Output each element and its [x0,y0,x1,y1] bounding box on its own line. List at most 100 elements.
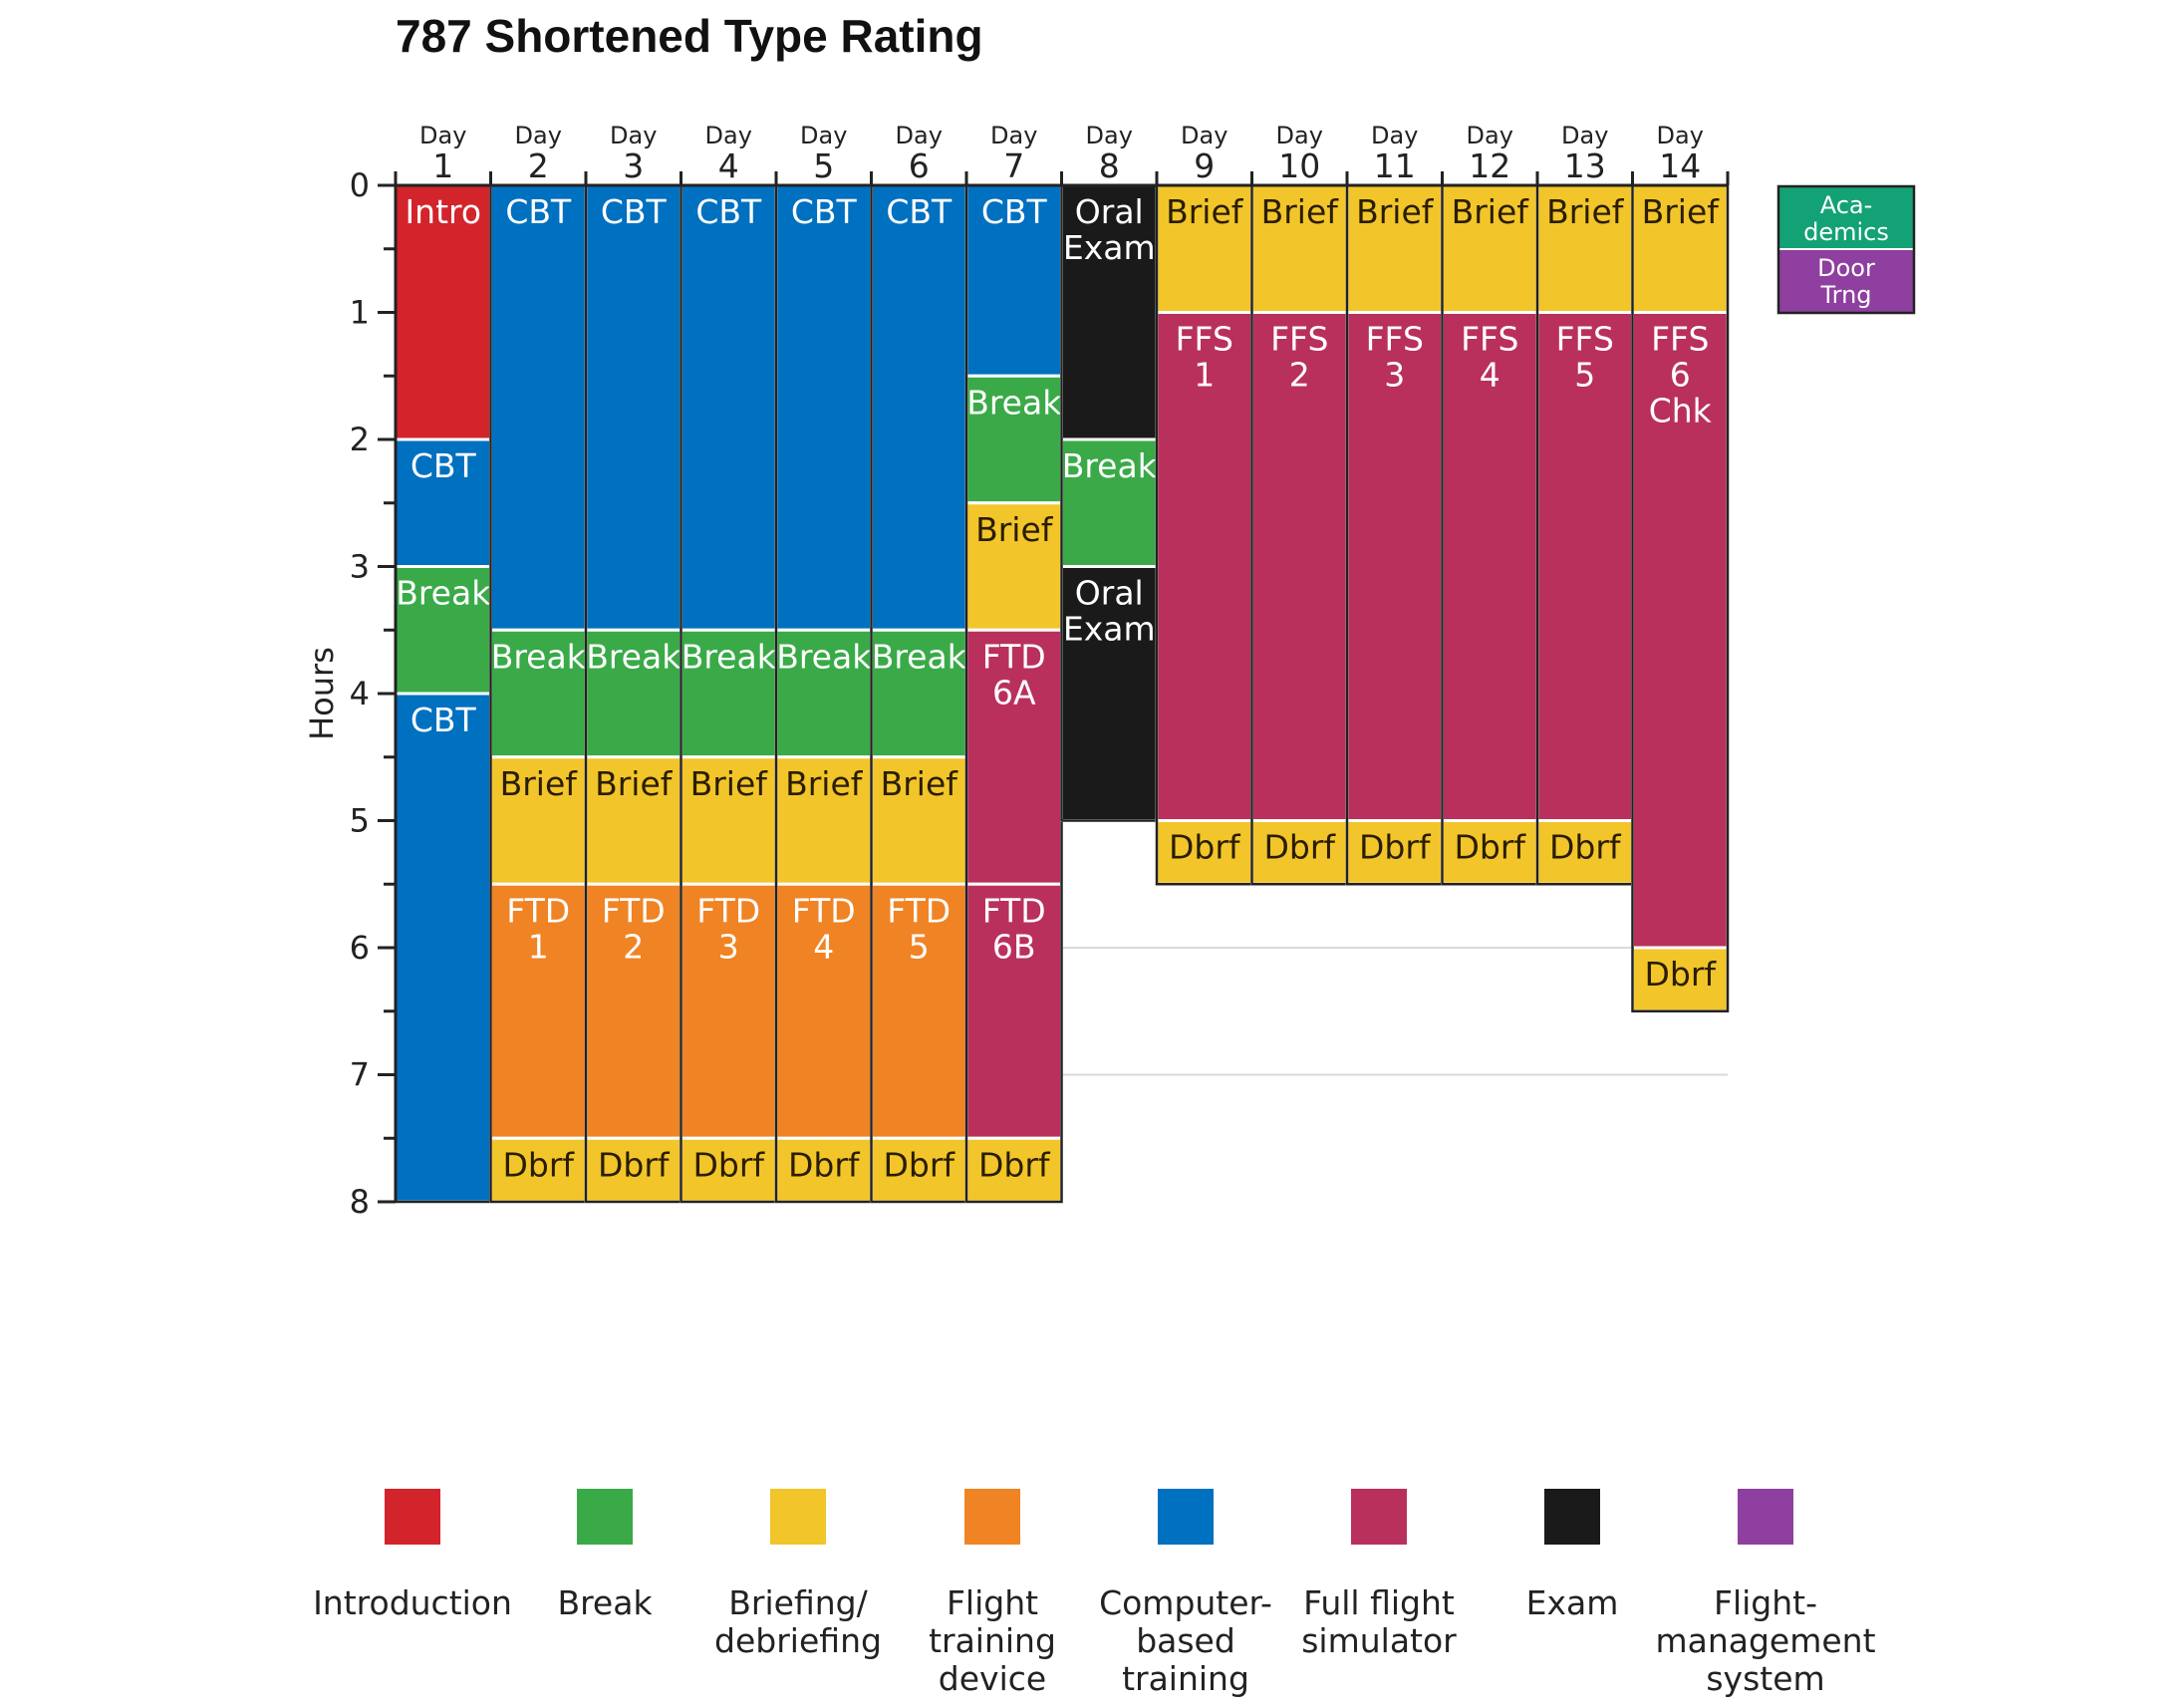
block-label: Dbrf [883,1145,955,1184]
y-tick-label: 8 [350,1183,370,1221]
block-label: FFS 2 [1270,320,1328,395]
schedule-block [1060,183,1159,441]
day-number-label: 13 [1564,146,1606,185]
day-number-label: 14 [1659,146,1701,185]
schedule-block [680,755,778,886]
schedule-block [870,183,968,632]
y-tick-label: 7 [350,1056,370,1094]
block-label: CBT [981,192,1048,231]
block-label: Brief [975,510,1054,549]
block-label: CBT [695,192,762,231]
block-label: FFS 6 Chk [1649,320,1713,430]
block-label: Dbrf [1454,828,1526,867]
day-word-label: Day [1657,122,1704,149]
legend: Introduction Break Briefing/debriefing Flig… [313,1489,1876,1698]
legend-swatch [770,1489,826,1545]
block-label: Break [1062,446,1158,485]
day-word-label: Day [1276,122,1323,149]
block-label: Dbrf [978,1145,1051,1184]
day-word-label: Day [1181,122,1227,149]
schedule-block [584,183,682,632]
block-label: CBT [791,192,858,231]
day-word-label: Day [610,122,657,149]
schedule-block [680,183,778,632]
day-word-label: Day [515,122,562,149]
day-word-label: Day [1467,122,1513,149]
block-label: Break [396,574,491,613]
block-label: Dbrf [598,1145,671,1184]
schedule-block [1155,819,1253,886]
day-word-label: Day [1561,122,1608,149]
schedule-block [964,374,1063,505]
schedule-block [1345,311,1444,822]
legend-swatch [1158,1489,1214,1545]
schedule-block [584,628,682,759]
block-label: Break [776,637,872,676]
legend-swatch [385,1489,440,1545]
y-tick-label: 0 [350,166,370,204]
y-tick-label: 4 [350,675,370,712]
block-label: Oral Exam [1063,574,1156,649]
schedule-block [394,565,492,696]
block-label: Break [872,637,967,676]
schedule-block [489,183,588,632]
schedule-block [870,628,968,759]
block-label: Dbrf [788,1145,861,1184]
block-label: Intro [405,192,481,231]
y-axis-label: Hours [303,647,341,740]
legend-swatch [1738,1489,1793,1545]
block-label: Brief [500,764,579,803]
day-number-label: 9 [1194,146,1215,185]
y-tick-label: 1 [350,294,370,332]
block-label: Dbrf [1549,828,1622,867]
block-label: Oral Exam [1063,192,1156,267]
block-label: FTD 2 [602,891,666,966]
day-word-label: Day [1086,122,1133,149]
schedule-block [964,501,1063,632]
day-number-label: 3 [623,146,644,185]
block-label: Break [681,637,777,676]
legend-swatch [1544,1489,1600,1545]
day-number-label: 5 [813,146,834,185]
schedule-block [774,755,873,886]
legend-label: Computer-based training [1099,1583,1272,1698]
legend-swatch [577,1489,633,1545]
legend-label: Full flight simulator [1301,1583,1457,1660]
side-legend-border [1776,184,1916,315]
legend-label: Flight training device [929,1583,1056,1698]
y-tick-label: 3 [350,548,370,586]
block-label: Brief [595,764,674,803]
day-number-label: 10 [1278,146,1320,185]
block-label: FTD 1 [506,891,570,966]
side-legend-box [1777,248,1915,314]
block-label: FFS 4 [1461,320,1518,395]
schedule-block [1535,183,1634,314]
schedule-block [964,1136,1063,1204]
block-label: Break [491,637,587,676]
block-label: Brief [1452,192,1530,231]
y-tick-label: 5 [350,802,370,840]
schedule-block [394,692,492,1204]
block-label: Dbrf [692,1145,765,1184]
legend-swatch [1351,1489,1407,1545]
schedule-block [1345,183,1444,314]
legend-label: Briefing/debriefing [714,1583,882,1660]
schedule-block [1345,819,1444,886]
block-label: CBT [410,701,477,739]
block-label: CBT [601,192,668,231]
side-legend: Aca-demics Door Trng [1776,184,1916,315]
legend-label: Break [557,1583,653,1622]
block-label: FTD 3 [696,891,760,966]
day-number-label: 12 [1469,146,1510,185]
day-number-label: 1 [432,146,453,185]
block-label: FTD 6A [982,637,1046,712]
day-word-label: Day [800,122,847,149]
block-label: FTD 5 [887,891,951,966]
schedule-block [1535,311,1634,822]
block-label: Brief [1261,192,1340,231]
day-word-label: Day [990,122,1037,149]
schedule-block [394,437,492,568]
block-label: Dbrf [502,1145,575,1184]
block-label: FFS 5 [1556,320,1614,395]
